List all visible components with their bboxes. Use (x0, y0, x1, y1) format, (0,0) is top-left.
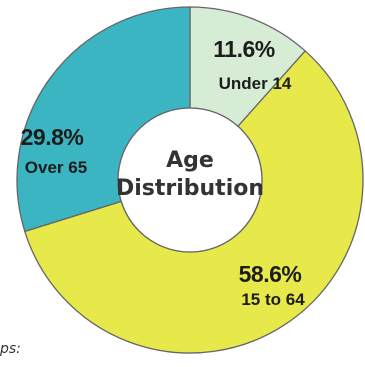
footnote-text: ps: (0, 341, 21, 357)
slice-15-to-64-category-label: 15 to 64 (241, 290, 305, 309)
slice-under-14-category-label: Under 14 (219, 74, 292, 93)
slice-15-to-64-percent-label: 58.6% (239, 261, 302, 287)
slice-under-14-percent-label: 11.6% (213, 36, 274, 62)
slice-over-65-category-label: Over 65 (25, 158, 87, 177)
donut-slices (16, 6, 364, 354)
center-title-line-1: Age (166, 148, 214, 173)
slice-over-65-percent-label: 29.8% (21, 124, 84, 150)
donut-center-hole (117, 107, 263, 253)
center-title-line-2: Distribution (116, 176, 264, 201)
